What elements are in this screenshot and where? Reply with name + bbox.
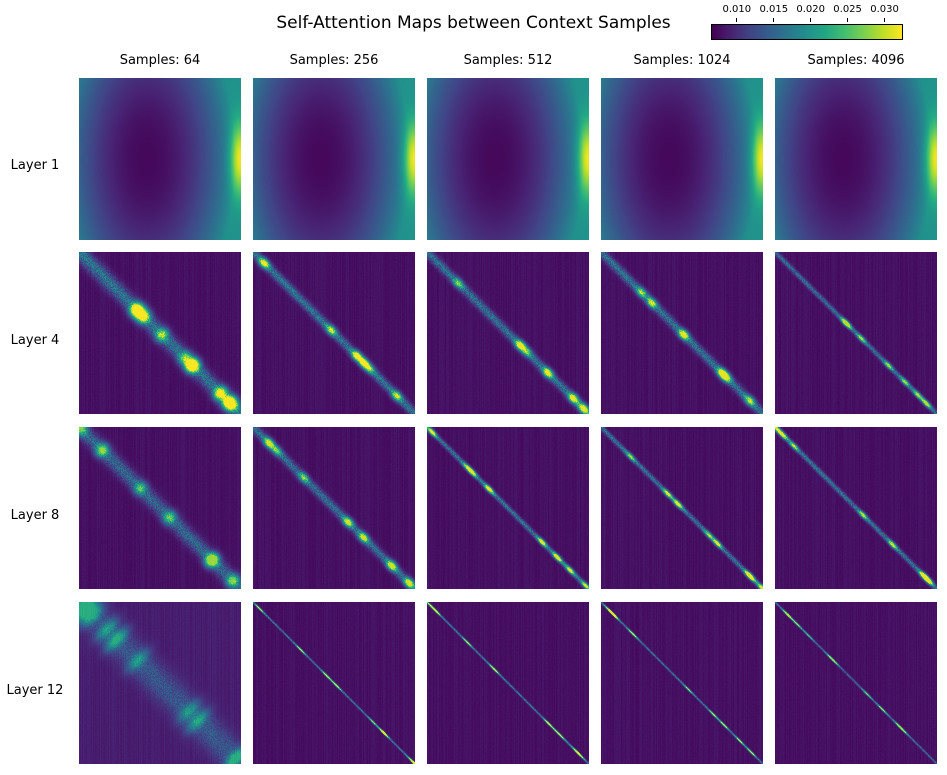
- heatmap-panel: [775, 252, 937, 414]
- row-label: Layer 4: [10, 333, 60, 348]
- column-label: Samples: 512: [463, 53, 553, 68]
- heatmap-panel: [79, 78, 241, 240]
- heatmap-panel: [775, 78, 937, 240]
- colorbar-tick: [884, 18, 886, 22]
- column-label: Samples: 1024: [633, 53, 731, 68]
- heatmap-panel: [253, 252, 415, 414]
- heatmap-cells: [79, 427, 241, 589]
- colorbar: [711, 24, 903, 40]
- colorbar-tick-label: 0.010: [722, 4, 752, 15]
- heatmap-cells: [427, 602, 589, 764]
- heatmap-cells: [427, 252, 589, 414]
- row-label: Layer 8: [10, 508, 60, 523]
- heatmap-cells: [79, 252, 241, 414]
- colorbar-tick-label: 0.020: [796, 4, 825, 15]
- heatmap-panel: [253, 427, 415, 589]
- colorbar-tick: [847, 18, 849, 22]
- heatmap-cells: [253, 252, 415, 414]
- figure-title: Self-Attention Maps between Context Samp…: [276, 13, 671, 33]
- heatmap-cells: [253, 427, 415, 589]
- heatmap-panel: [427, 427, 589, 589]
- row-label: Layer 1: [10, 158, 60, 173]
- heatmap-panel: [775, 602, 937, 764]
- colorbar-tick-label: 0.025: [833, 4, 862, 15]
- column-label: Samples: 4096: [807, 53, 905, 68]
- heatmap-panel: [601, 252, 763, 414]
- colorbar-tick: [773, 18, 775, 22]
- heatmap-panel: [427, 252, 589, 414]
- heatmap-cells: [601, 78, 763, 240]
- heatmap-panel: [79, 602, 241, 764]
- heatmap-cells: [601, 427, 763, 589]
- heatmap-panel: [79, 427, 241, 589]
- column-label: Samples: 64: [119, 53, 201, 68]
- heatmap-cells: [601, 602, 763, 764]
- colorbar-tick: [736, 18, 738, 22]
- colorbar-tick-label: 0.030: [870, 4, 899, 15]
- heatmap-panel: [253, 602, 415, 764]
- heatmap-panel: [79, 252, 241, 414]
- column-label: Samples: 256: [289, 53, 379, 68]
- heatmap-panel: [427, 602, 589, 764]
- heatmap-cells: [775, 427, 937, 589]
- colorbar-gradient: [712, 25, 902, 39]
- heatmap-panel: [601, 78, 763, 240]
- heatmap-panel: [427, 78, 589, 240]
- heatmap-panel: [253, 78, 415, 240]
- heatmap-panel: [775, 427, 937, 589]
- heatmap-cells: [775, 78, 937, 240]
- colorbar-tick: [810, 18, 812, 22]
- heatmap-cells: [427, 427, 589, 589]
- heatmap-cells: [775, 252, 937, 414]
- heatmap-cells: [253, 602, 415, 764]
- heatmap-cells: [775, 602, 937, 764]
- heatmap-cells: [601, 252, 763, 414]
- heatmap-cells: [253, 78, 415, 240]
- heatmap-cells: [79, 602, 241, 764]
- heatmap-panel: [601, 427, 763, 589]
- row-label: Layer 12: [6, 683, 64, 698]
- heatmap-cells: [427, 78, 589, 240]
- heatmap-panel: [601, 602, 763, 764]
- colorbar-tick-label: 0.015: [759, 4, 789, 15]
- heatmap-cells: [79, 78, 241, 240]
